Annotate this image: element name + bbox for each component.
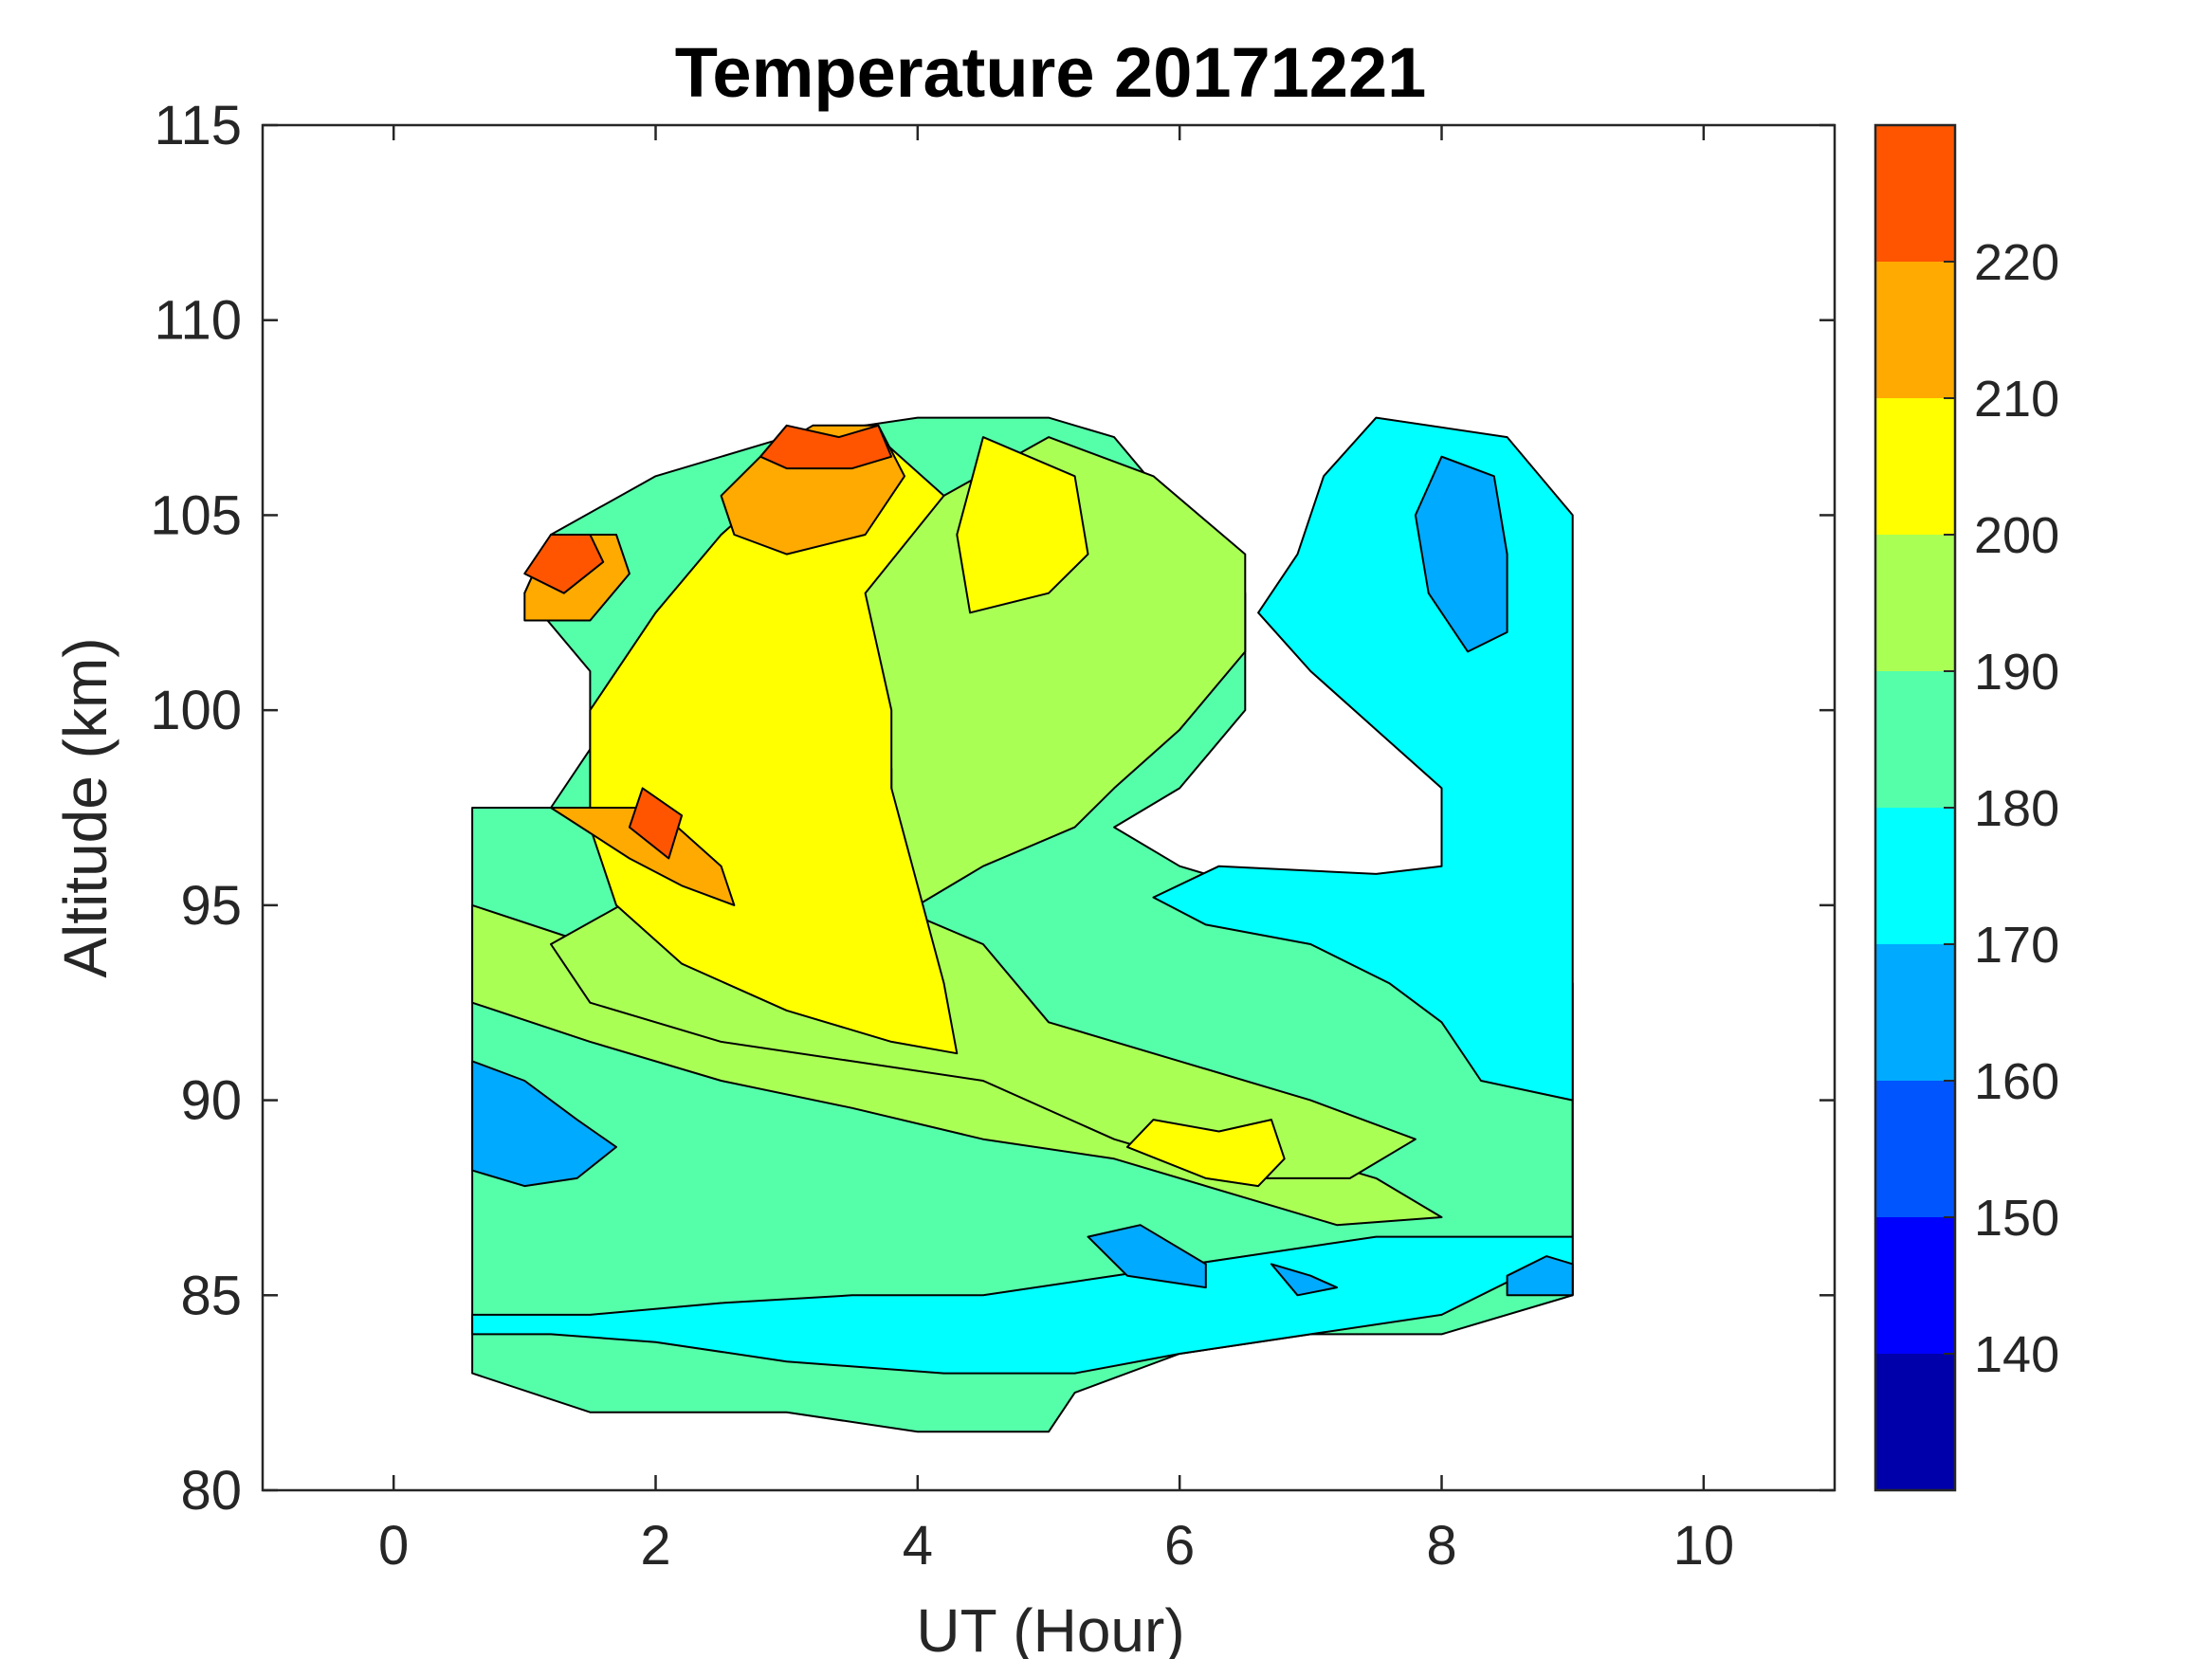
y-tick-label: 85: [180, 1265, 242, 1326]
contour-region-220-12: [759, 424, 893, 470]
contour-region-200-7: [1125, 1119, 1286, 1188]
colorbar-segment-150: [1875, 1081, 1955, 1217]
colorbar-tick-label: 170: [1974, 917, 2059, 974]
colorbar-segment-180: [1875, 671, 1955, 808]
y-tick-label: 110: [155, 290, 242, 352]
y-tick-label: 100: [150, 680, 242, 741]
x-tick-label: 0: [378, 1515, 409, 1577]
colorbar-tick-label: 190: [1974, 644, 2059, 701]
y-tick-label: 105: [150, 484, 242, 546]
colorbar-tick-label: 160: [1974, 1053, 2059, 1110]
contour-region-220-13: [628, 787, 684, 860]
colorbar-segment-140: [1875, 1217, 1955, 1354]
colorbar-tick-label: 140: [1974, 1326, 2059, 1383]
colorbar-tick-label: 200: [1974, 507, 2059, 564]
colorbar-tick-label: 180: [1974, 780, 2059, 837]
contour-region-220-11: [523, 534, 605, 594]
colorbar-tick-label: 220: [1974, 234, 2059, 291]
contour-region-160-17: [1506, 1255, 1574, 1297]
colorbar-segment-160: [1875, 944, 1955, 1081]
x-axis: 0 2 4 6 8 10: [378, 125, 1734, 1577]
contour-region-160-16: [1414, 455, 1508, 653]
x-tick-label: 6: [1164, 1515, 1195, 1577]
contour-region-200-6: [956, 436, 1089, 614]
contour-region-160-18: [1270, 1263, 1338, 1297]
colorbar-segment-220: [1875, 125, 1955, 262]
colorbar-segment-210: [1875, 262, 1955, 398]
y-tick-label: 90: [180, 1070, 242, 1132]
colorbar-segment-200: [1875, 398, 1955, 535]
x-tick-label: 4: [903, 1515, 933, 1577]
colorbar: 140 150 160 170 180 190 200 210 220: [1874, 123, 2059, 1492]
colorbar-segment-130: [1875, 1354, 1955, 1490]
contour-region-160-14: [471, 1060, 617, 1188]
x-axis-label: UT (Hour): [916, 1596, 1184, 1659]
contour-region-170-1: [471, 416, 1574, 1375]
contour-region-160-15: [1087, 1224, 1207, 1289]
colorbar-tick-label: 210: [1974, 371, 2059, 428]
plot-frame: [261, 123, 1837, 1492]
y-tick-label: 95: [180, 875, 242, 937]
x-tick-label: 8: [1426, 1515, 1456, 1577]
colorbar-segment-170: [1875, 808, 1955, 944]
y-tick-label: 115: [155, 95, 242, 156]
y-tick-label: 80: [180, 1460, 242, 1522]
colorbar-segment-190: [1875, 535, 1955, 671]
chart-title: Temperature 20171221: [675, 33, 1427, 112]
y-axis-label: Altitude (km): [51, 637, 119, 977]
contour-field: [471, 416, 1574, 1433]
y-axis: 80 85 90 95 100 105 110 115: [150, 95, 1835, 1522]
x-tick-label: 10: [1673, 1515, 1735, 1577]
colorbar-tick-label: 150: [1974, 1190, 2059, 1247]
x-tick-label: 2: [640, 1515, 670, 1577]
